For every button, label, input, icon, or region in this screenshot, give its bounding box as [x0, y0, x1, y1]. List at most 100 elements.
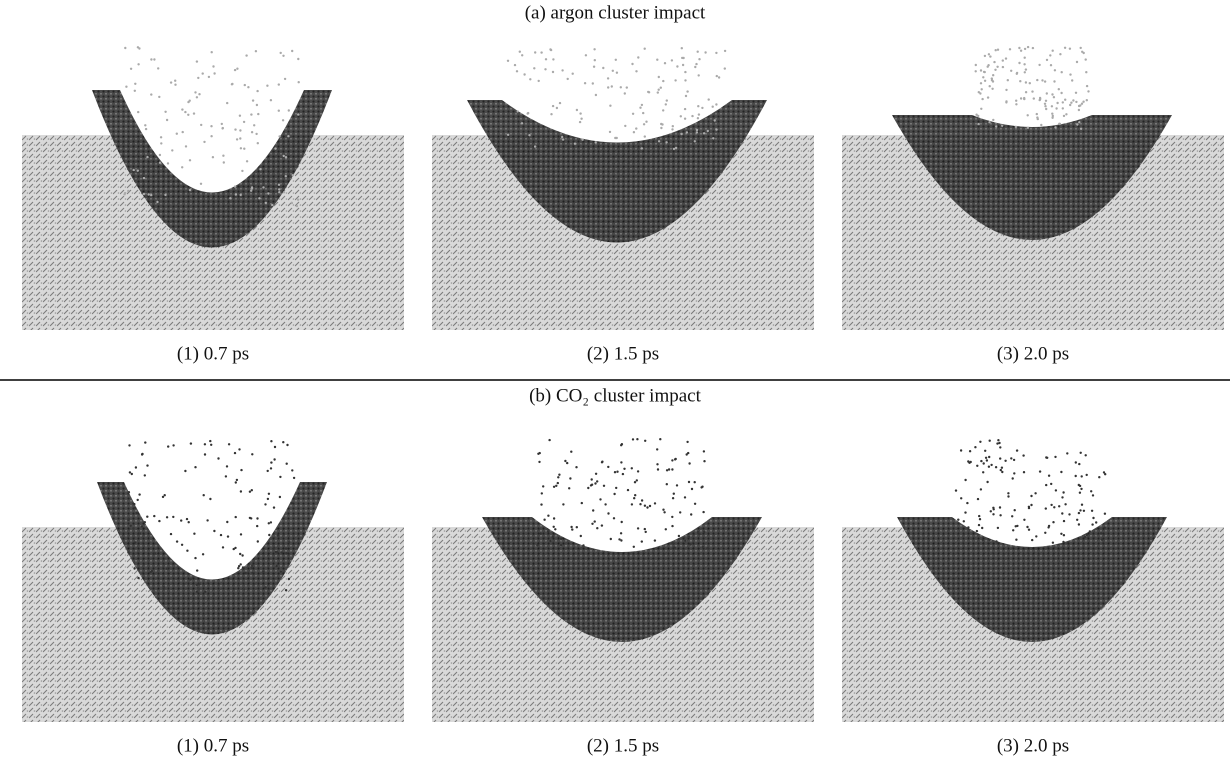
ejected-atom — [960, 497, 963, 500]
ejected-atom — [146, 155, 149, 159]
ejected-atom — [990, 79, 994, 82]
ejected-atom — [256, 517, 259, 520]
ejected-atom — [195, 60, 199, 63]
ejected-atom — [1066, 452, 1069, 455]
ejected-atom — [1080, 503, 1084, 506]
ejected-atom — [1001, 124, 1004, 128]
ejected-atom — [683, 117, 687, 120]
ejected-atom — [1015, 72, 1018, 75]
ejected-atom — [630, 503, 634, 506]
ejected-atom — [180, 543, 184, 546]
ejected-atom — [282, 54, 285, 57]
ejected-atom — [150, 193, 153, 197]
ejected-atom — [513, 63, 517, 67]
ejected-atom — [1010, 69, 1013, 72]
ejected-atom — [1095, 521, 1098, 524]
ejected-atom — [1059, 53, 1062, 56]
ejected-atom — [590, 478, 593, 481]
ejected-atom — [671, 542, 674, 545]
ejected-atom — [656, 463, 659, 466]
ejected-atom — [132, 527, 135, 530]
ejected-atom — [133, 89, 136, 92]
ejected-atom — [1103, 512, 1107, 515]
ejected-atom — [671, 125, 674, 128]
ejected-atom — [150, 58, 153, 61]
ejected-atom — [1103, 526, 1106, 529]
ejected-atom — [226, 535, 230, 538]
ejected-atom — [153, 552, 156, 555]
ejected-atom — [201, 553, 205, 556]
ejected-atom — [1023, 71, 1026, 74]
ejected-atom — [1035, 112, 1038, 116]
ejected-atom — [279, 475, 282, 479]
ejected-atom — [679, 115, 682, 118]
ejected-atom — [620, 444, 623, 447]
ejected-atom — [137, 63, 140, 66]
ejected-atom — [1080, 475, 1083, 478]
ejected-atom — [284, 589, 288, 592]
ejected-atom — [175, 540, 179, 543]
ejected-atom — [546, 530, 550, 533]
ejected-atom — [127, 491, 131, 494]
ejected-atom — [526, 112, 529, 115]
ejected-atom — [1075, 60, 1079, 64]
ejected-atom — [992, 118, 995, 122]
ejected-atom — [181, 166, 184, 169]
ejected-atom — [1012, 458, 1016, 462]
ejected-atom — [259, 168, 262, 171]
ejected-atom — [1045, 483, 1048, 487]
ejected-atom — [187, 100, 190, 104]
ejected-atom — [544, 58, 548, 61]
ejected-atom — [663, 62, 667, 65]
ejected-atom — [1084, 454, 1087, 457]
ejected-atom — [633, 481, 637, 484]
ejected-atom — [221, 126, 224, 130]
ejected-atom — [187, 113, 190, 117]
ejected-atom — [711, 105, 714, 108]
ejected-atom — [165, 118, 169, 122]
ejected-atom — [248, 490, 252, 493]
ejected-atom — [687, 535, 690, 539]
ejected-atom — [712, 137, 715, 140]
ejected-atom — [147, 193, 150, 196]
ejected-atom — [623, 92, 626, 95]
ejected-atom — [671, 128, 674, 131]
ejected-atom — [590, 483, 594, 486]
simulation-panel — [432, 438, 814, 722]
ejected-atom — [1045, 92, 1048, 95]
ejected-atom — [683, 107, 687, 111]
ejected-atom — [975, 529, 979, 533]
ejected-atom — [538, 460, 541, 464]
ejected-atom — [243, 83, 246, 87]
ejected-atom — [515, 70, 519, 73]
ejected-atom — [979, 92, 982, 95]
ejected-atom — [976, 497, 980, 501]
ejected-atom — [539, 532, 542, 535]
ejected-atom — [621, 472, 625, 476]
ejected-atom — [506, 133, 510, 136]
ejected-atom — [697, 74, 700, 77]
ejected-atom — [1069, 103, 1072, 107]
ejected-atom — [1060, 71, 1063, 74]
ejected-atom — [547, 514, 550, 517]
ejected-atom — [278, 135, 281, 138]
ejected-atom — [237, 565, 241, 568]
ejected-atom — [1061, 496, 1064, 499]
ejected-atom — [278, 188, 281, 191]
ejected-atom — [962, 520, 965, 523]
ejected-atom — [1050, 105, 1054, 108]
ejected-atom — [998, 506, 1002, 509]
ejected-atom — [127, 518, 130, 522]
ejected-atom — [167, 445, 170, 448]
ejected-atom — [124, 46, 127, 50]
ejected-atom — [161, 495, 165, 499]
ejected-atom — [684, 70, 687, 74]
ejected-atom — [1001, 470, 1004, 474]
ejected-atom — [643, 135, 646, 138]
ejected-atom — [281, 119, 285, 122]
ejected-atom — [236, 67, 239, 70]
ejected-atom — [226, 520, 229, 524]
ejected-atom — [1078, 491, 1082, 494]
ejected-atom — [575, 526, 578, 529]
ejected-atom — [697, 105, 700, 108]
